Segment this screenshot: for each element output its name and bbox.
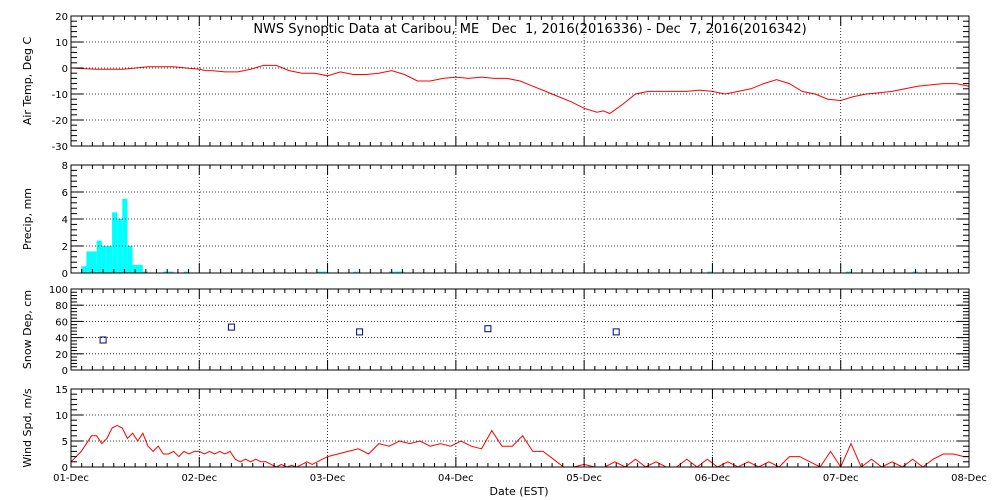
precip-y-tick-label: 4 <box>62 215 68 226</box>
snow-depth-point <box>227 323 235 331</box>
precip-series <box>81 198 918 274</box>
precip-bar <box>845 271 851 273</box>
x-axis-label: Date (EST) <box>489 485 548 498</box>
snow-depth-point <box>99 336 107 344</box>
wind-y-tick-label: 0 <box>62 463 68 474</box>
panel-snow: 0 20 40 60 80 100 Snow Dep, cm <box>21 285 970 377</box>
precip-bar <box>707 271 713 273</box>
precip-frame <box>70 164 970 274</box>
temp-y-tick-label: 10 <box>55 38 68 49</box>
wind-y-tick-label: 5 <box>62 437 68 448</box>
wind-y-tick-label: 15 <box>55 385 68 396</box>
precip-bar <box>101 246 107 273</box>
snow-depth-point <box>356 328 364 336</box>
snow-frame <box>70 288 970 371</box>
temp-series <box>70 64 970 115</box>
precip-bar <box>137 264 143 273</box>
precip-bar <box>86 251 92 273</box>
precip-bar <box>168 271 174 273</box>
panel-precip: 0 2 4 6 8 Precip, mm <box>21 161 970 280</box>
precip-bar <box>81 266 87 274</box>
temp-y-tick-label: -20 <box>52 116 68 127</box>
precip-bar <box>353 271 359 273</box>
panel-wind: 0 5 10 15 Wind Spd, m/s <box>21 385 970 474</box>
chart-title: NWS Synoptic Data at Caribou, ME Dec 1, … <box>253 22 806 37</box>
wind-line <box>70 424 969 469</box>
x-tick-label: 05-Dec <box>566 473 602 484</box>
x-tick-label: 06-Dec <box>695 473 731 484</box>
precip-bar <box>132 264 138 273</box>
temp-y-tick-label: -30 <box>52 142 68 153</box>
snow-series <box>99 323 620 344</box>
snow-y-tick-label: 40 <box>55 334 68 345</box>
precip-bar <box>96 240 102 273</box>
precip-bar <box>322 271 328 273</box>
snow-depth-point <box>612 328 620 336</box>
wind-y-tick-label: 10 <box>55 411 68 422</box>
temp-y-tick-label: 20 <box>55 12 68 23</box>
snow-y-tick-label: 80 <box>55 301 68 312</box>
precip-y-axis-label: Precip, mm <box>21 188 34 250</box>
wind-y-axis-label: Wind Spd, m/s <box>21 388 34 468</box>
panel-temp: -30 -20 -10 0 10 20 Air Temp, Deg C <box>21 12 970 153</box>
precip-bar <box>122 198 128 274</box>
wind-series <box>70 424 969 469</box>
temp-y-tick-label: -10 <box>52 90 68 101</box>
x-tick-label: 01-Dec <box>53 473 89 484</box>
precip-y-tick-label: 6 <box>62 188 68 199</box>
x-tick-labels: 01-Dec 02-Dec 03-Dec 04-Dec 05-Dec 06-Dec 07-D… <box>53 473 987 484</box>
x-tick-label: 07-Dec <box>823 473 859 484</box>
x-tick-label: 03-Dec <box>310 473 346 484</box>
chart-panels: -30 -20 -10 0 10 20 Air Temp, Deg C 0 2 4 6 8 Precip… <box>21 12 970 474</box>
precip-bar <box>112 212 118 274</box>
temp-line <box>70 64 970 115</box>
snow-depth-point <box>484 325 492 333</box>
precip-y-tick-label: 8 <box>62 161 68 172</box>
snow-y-tick-label: 60 <box>55 317 68 328</box>
precip-bar <box>317 271 323 273</box>
temp-y-axis-label: Air Temp, Deg C <box>21 37 34 126</box>
temp-y-tick-label: 0 <box>62 64 68 75</box>
precip-bar <box>163 271 169 273</box>
snow-y-tick-label: 20 <box>55 350 68 361</box>
precip-y-tick-label: 0 <box>62 269 68 280</box>
x-tick-label: 04-Dec <box>438 473 474 484</box>
precip-bar <box>91 251 97 273</box>
x-tick-label: 02-Dec <box>181 473 217 484</box>
precip-bar <box>183 271 189 273</box>
snow-y-tick-label: 100 <box>49 285 68 296</box>
x-tick-label: 08-Dec <box>951 473 987 484</box>
wind-frame <box>70 388 970 468</box>
precip-bar <box>127 246 133 273</box>
snow-y-axis-label: Snow Dep, cm <box>21 290 34 369</box>
precip-bar <box>106 246 112 273</box>
precip-bar <box>394 271 400 273</box>
precip-y-tick-label: 2 <box>62 242 68 253</box>
snow-y-tick-label: 0 <box>62 366 68 377</box>
